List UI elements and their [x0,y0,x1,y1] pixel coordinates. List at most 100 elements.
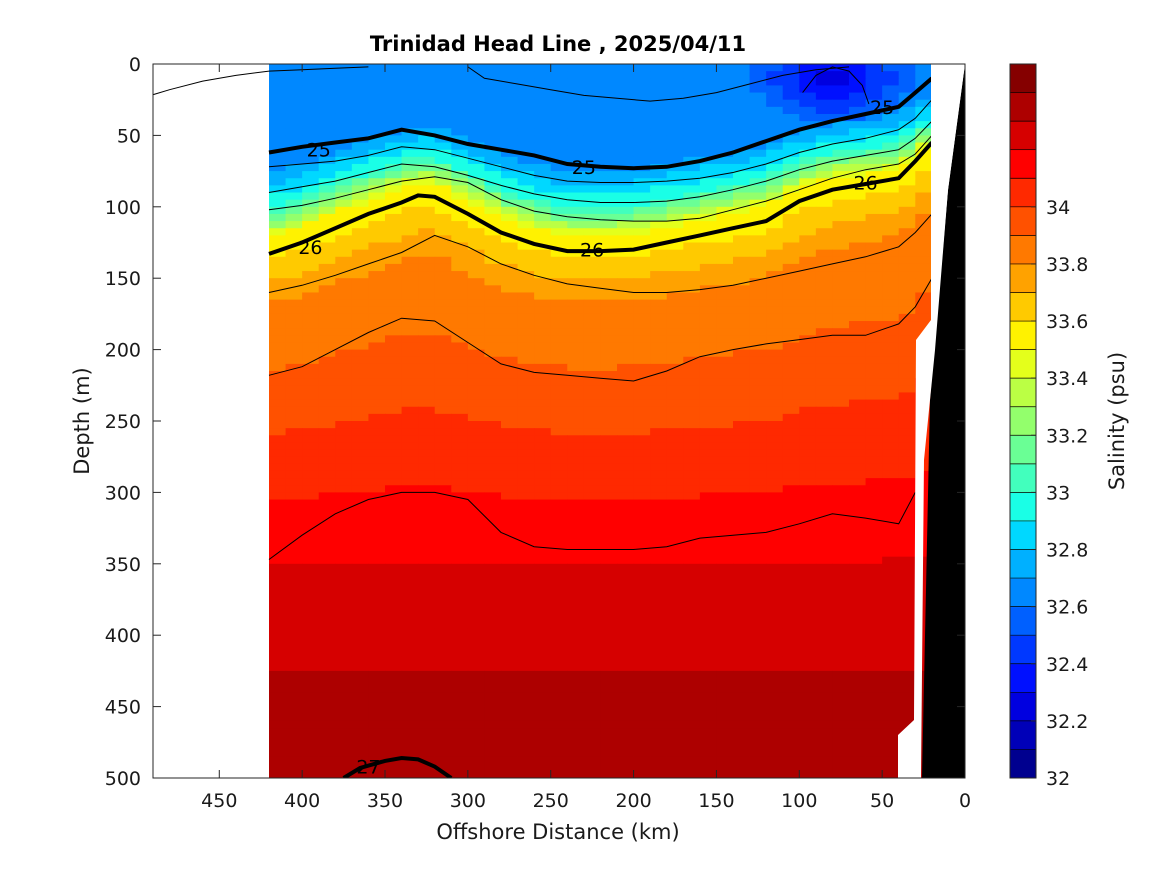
salinity-cell [733,585,751,593]
salinity-cell [517,256,535,265]
salinity-cell [666,456,684,465]
salinity-cell [318,156,336,165]
salinity-cell [633,670,651,679]
salinity-cell [699,463,718,472]
salinity-cell [766,399,784,408]
salinity-cell [749,592,767,601]
salinity-cell [318,670,336,679]
salinity-cell [782,78,800,87]
salinity-cell [733,135,751,144]
salinity-cell [683,435,701,444]
salinity-cell [882,685,900,693]
salinity-cell [600,706,618,715]
salinity-cell [385,763,403,772]
salinity-cell [882,556,900,565]
salinity-cell [517,706,535,715]
chart-title: Trinidad Head Line , 2025/04/11 [370,32,746,56]
salinity-cell [666,213,684,222]
thin-contour [268,491,916,560]
salinity-cell [318,342,336,351]
salinity-cell [666,378,684,386]
salinity-cell [401,78,419,87]
salinity-cell [716,656,734,665]
salinity-cell [882,149,900,158]
salinity-cell [318,78,336,87]
salinity-cell [501,178,519,186]
salinity-cell [318,520,336,529]
salinity-cell [434,549,452,558]
salinity-cell [683,699,701,708]
salinity-cell [418,99,436,108]
salinity-cell [600,570,618,579]
salinity-cell [583,706,602,715]
salinity-cell [335,578,353,586]
salinity-cell [716,463,734,472]
salinity-cell [335,463,353,472]
salinity-cell [368,628,386,636]
salinity-cell [269,249,287,258]
salinity-cell [517,642,535,651]
salinity-cell [385,713,403,722]
thin-contour [268,99,933,183]
colorbar-swatch [1010,321,1036,351]
salinity-cell [666,649,684,658]
salinity-cell [451,192,469,201]
salinity-cell [666,278,684,286]
salinity-cell [534,278,552,286]
salinity-cell [716,535,734,543]
salinity-cell [418,656,436,665]
salinity-cell [501,371,519,379]
salinity-cell [749,506,767,515]
salinity-cell [849,399,867,408]
salinity-cell [915,78,933,87]
salinity-cell [915,142,933,151]
salinity-cell [915,685,933,693]
salinity-cell [733,399,751,408]
salinity-cell [434,421,452,429]
salinity-cell [749,349,767,358]
salinity-cell [418,770,436,778]
salinity-cell [517,292,535,301]
salinity-cell [617,485,635,493]
salinity-cell [849,706,867,715]
salinity-cell [335,135,353,144]
salinity-cell [733,263,751,272]
salinity-cell [318,328,336,336]
salinity-cell [434,78,452,87]
colorbar-swatch [1010,749,1036,779]
salinity-cell [683,71,701,79]
salinity-cell [898,563,916,572]
salinity-cell [451,763,469,772]
salinity-cell [766,421,784,429]
salinity-cell [451,449,469,458]
salinity-cell [517,349,535,358]
salinity-cell [451,735,469,743]
salinity-cell [434,92,452,101]
salinity-cell [617,285,635,294]
x-tick-label: 250 [533,790,569,812]
salinity-cell [815,442,834,451]
salinity-cell [915,663,933,672]
salinity-cell [335,113,353,122]
salinity-cell [418,228,436,236]
salinity-cell [666,620,684,629]
salinity-cell [633,713,651,722]
salinity-cell [484,328,502,336]
salinity-cell [583,156,602,165]
salinity-cell [285,470,303,479]
salinity-cell [269,142,287,151]
salinity-cell [335,235,353,244]
salinity-cell [318,399,336,408]
salinity-cell [484,456,502,465]
salinity-cell [550,378,568,386]
salinity-cell [650,299,668,308]
salinity-cell [733,421,751,429]
salinity-cell [517,663,535,672]
salinity-cell [865,378,883,386]
salinity-cell [749,563,767,572]
salinity-cell [898,328,916,336]
salinity-cell [451,335,469,344]
salinity-cell [832,520,850,529]
salinity-cell [418,699,436,708]
salinity-cell [898,599,916,608]
